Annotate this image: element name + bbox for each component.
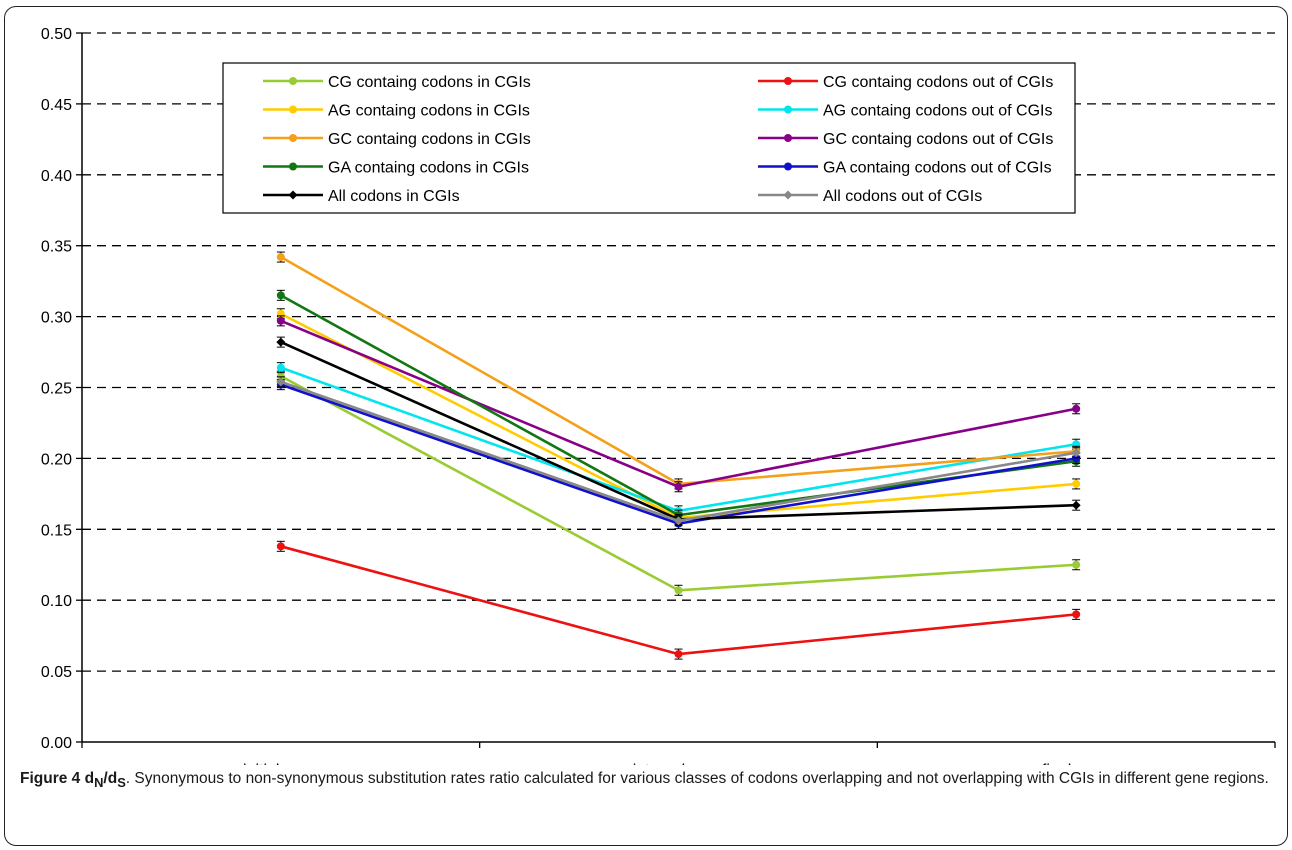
data-point-8-2 (1071, 500, 1081, 510)
series-line-7 (280, 383, 1077, 525)
legend-label-0: CG containg codons in CGIs (328, 74, 531, 91)
legend-swatch-marker-4 (289, 134, 297, 142)
legend-label-2: AG containg codons in CGIs (328, 103, 530, 120)
legend-item-0: CG containg codons in CGIs (263, 74, 531, 91)
x-tick-label-2: final exon (1042, 762, 1111, 765)
y-tick-label-3: 0.15 (41, 522, 72, 539)
data-point-1-2 (1072, 610, 1081, 619)
legend-swatch-marker-5 (784, 134, 792, 142)
data-point-8-0 (276, 337, 286, 347)
data-point-0-1 (674, 586, 683, 595)
y-tick-label-5: 0.25 (41, 381, 72, 398)
legend: CG containg codons in CGIs CG containg co… (222, 62, 1076, 214)
y-tick-label-0: 0.00 (41, 735, 72, 752)
y-tick-label-4: 0.20 (41, 451, 72, 468)
data-point-0-0 (276, 372, 285, 381)
y-tick-label-7: 0.35 (41, 239, 72, 256)
legend-label-9: All codons out of CGIs (823, 188, 982, 205)
data-point-1-0 (276, 542, 285, 551)
legend-swatch-marker-7 (784, 162, 792, 171)
legend-swatch-marker-8 (288, 190, 298, 200)
legend-swatch-marker-9 (783, 190, 793, 200)
data-point-9-0 (276, 377, 286, 387)
line-chart: 0.00 0.05 0.10 0.15 0.20 0.25 0.30 0.35 0.40 0.45… (41, 26, 1276, 765)
legend-swatch-marker-3 (784, 105, 792, 114)
legend-item-3: AG containg codons out of CGIs (758, 103, 1052, 120)
series-9 (276, 376, 1081, 527)
figure-title-sub-s: S (117, 775, 126, 791)
legend-swatch-marker-6 (289, 162, 297, 171)
series-5 (276, 315, 1081, 493)
figure-description: Synonymous to non-synonymous substitutio… (134, 770, 1269, 787)
y-tick-label-8: 0.40 (41, 168, 72, 185)
legend-item-9: All codons out of CGIs (758, 188, 982, 205)
data-point-3-0 (276, 363, 285, 372)
data-point-7-2 (1072, 454, 1081, 463)
y-tick-label-6: 0.30 (41, 310, 72, 327)
axes (76, 32, 1276, 748)
data-point-4-0 (276, 253, 285, 262)
legend-label-3: AG containg codons out of CGIs (823, 103, 1052, 120)
legend-box (222, 62, 1076, 214)
legend-swatch-marker-2 (289, 105, 297, 114)
data-point-6-0 (276, 291, 285, 300)
legend-item-1: CG containg codons out of CGIs (758, 74, 1053, 91)
legend-swatch-marker-0 (289, 77, 297, 85)
data-point-2-2 (1072, 479, 1081, 488)
x-tick-label-0: initial exon (243, 762, 319, 765)
figure-caption: Figure 4 dN/dS. Synonymous to non-synony… (20, 770, 1269, 791)
y-tick-label-2: 0.10 (41, 593, 72, 610)
legend-label-7: GA containg codons out of CGIs (823, 160, 1052, 177)
y-tick-labels: 0.00 0.05 0.10 0.15 0.20 0.25 0.30 0.35 0.40 0.45… (41, 26, 72, 752)
x-tick-label-1: internal exon (633, 762, 725, 765)
data-point-1-1 (674, 650, 683, 659)
y-tick-label-10: 0.50 (41, 26, 72, 43)
legend-item-4: GC containg codons in CGIs (263, 131, 531, 148)
figure-label-group: Figure 4 dN/dS (20, 770, 126, 791)
legend-item-2: AG containg codons in CGIs (263, 103, 530, 120)
series-line-8 (280, 340, 1077, 521)
figure-label: Figure 4 (20, 770, 81, 787)
legend-label-6: GA containg codons in CGIs (328, 160, 529, 177)
series-1 (276, 540, 1081, 660)
figure-title-d: d (84, 770, 95, 787)
legend-label-5: GC containg codons out of CGIs (823, 131, 1053, 148)
data-point-0-2 (1072, 560, 1081, 569)
y-tick-label-9: 0.45 (41, 97, 72, 114)
figure-title-sub-n: N (94, 775, 104, 791)
legend-swatch-marker-1 (784, 77, 792, 85)
series-lines (276, 251, 1081, 660)
legend-item-7: GA containg codons out of CGIs (758, 160, 1052, 177)
legend-label-8: All codons in CGIs (328, 188, 460, 205)
data-point-9-2 (1071, 448, 1081, 458)
series-line-9 (280, 380, 1077, 523)
y-tick-label-1: 0.05 (41, 664, 72, 681)
legend-item-6: GA containg codons in CGIs (263, 160, 529, 177)
data-point-5-2 (1072, 404, 1081, 413)
data-point-9-1 (674, 516, 683, 526)
data-point-5-0 (276, 316, 285, 325)
figure-frame (4, 6, 1288, 846)
legend-label-1: CG containg codons out of CGIs (823, 74, 1053, 91)
legend-item-8: All codons in CGIs (263, 188, 460, 205)
legend-label-4: GC containg codons in CGIs (328, 131, 531, 148)
x-tick-labels: initial exon internal exon final exon (243, 762, 1110, 765)
figure-title-slash: /d (103, 770, 118, 787)
data-point-5-1 (674, 482, 683, 491)
legend-item-5: GC containg codons out of CGIs (758, 131, 1053, 148)
